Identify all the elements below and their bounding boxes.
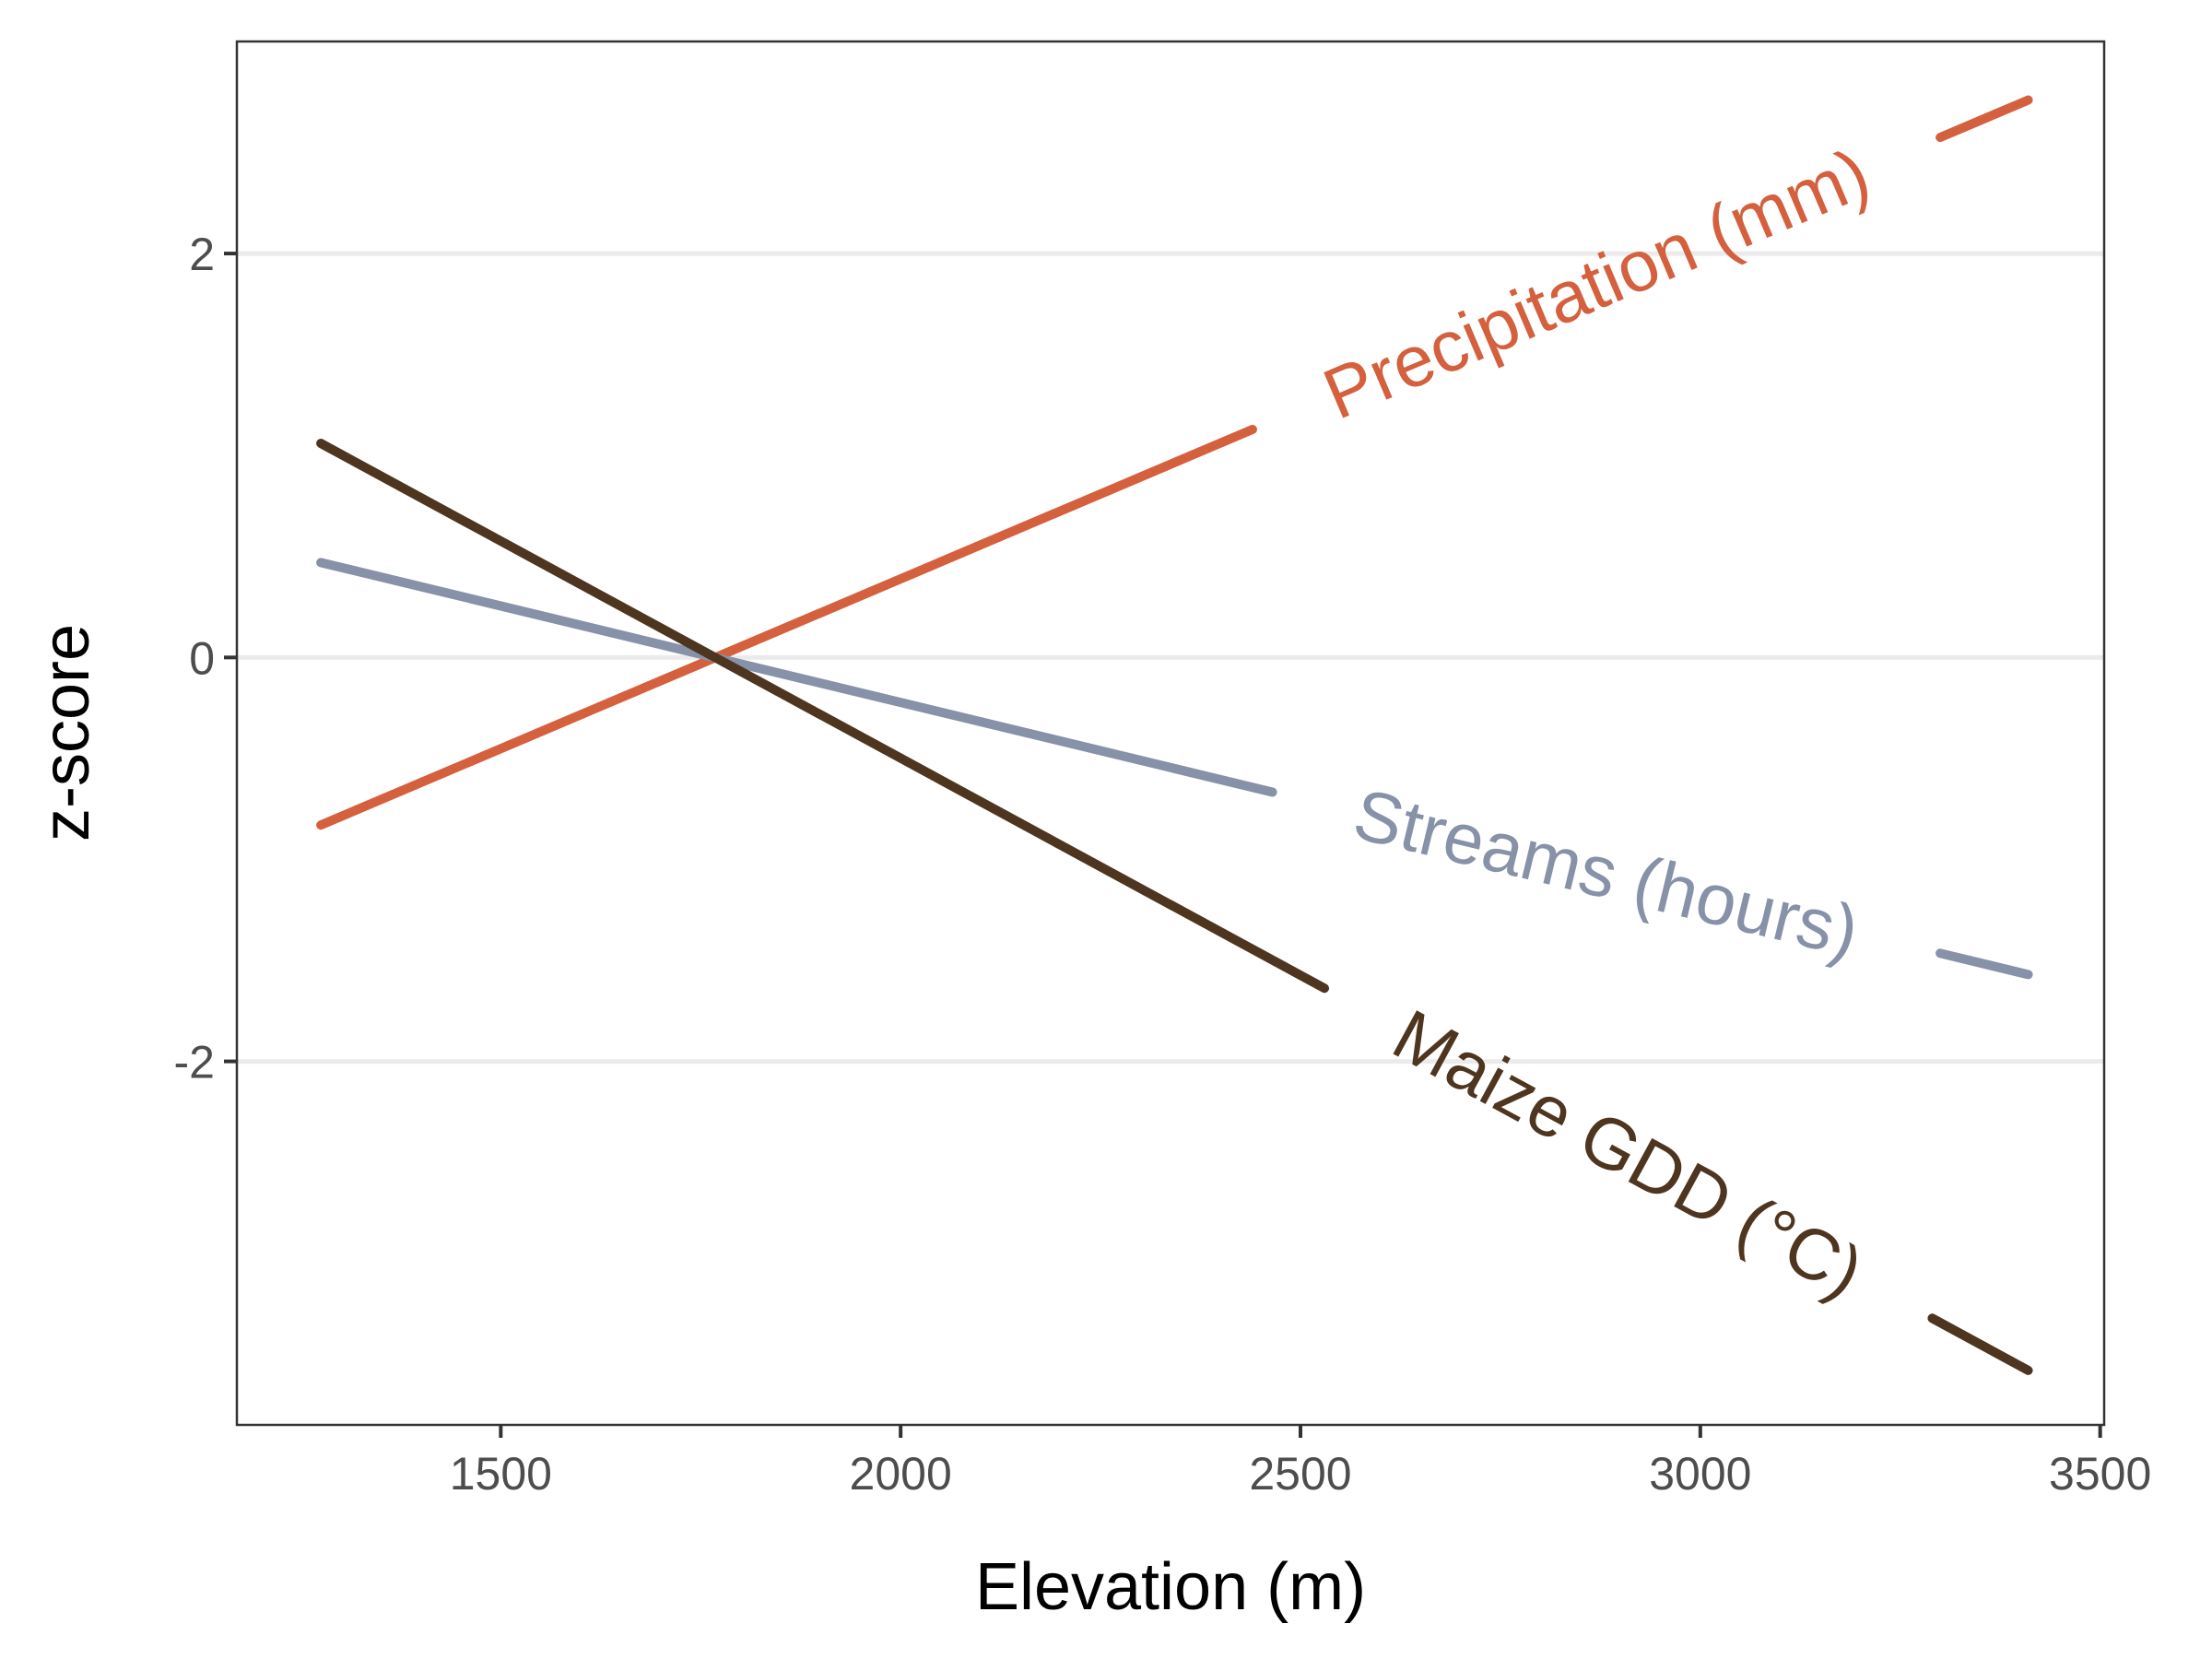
y-axis-title: z-score	[29, 624, 103, 841]
x-tick-label-4: 3500	[2049, 1448, 2151, 1500]
x-tick-label-2: 2500	[1249, 1448, 1351, 1500]
series-line-0	[316, 424, 1257, 830]
y-tick-label-0: -2	[174, 1037, 215, 1088]
series-line-1	[316, 558, 1277, 797]
gridlines	[237, 251, 2104, 1065]
x-tick-label-3: 3000	[1649, 1448, 1751, 1500]
series-line-tail-1	[1936, 948, 2033, 980]
series-line-tail-2	[1927, 1313, 2033, 1375]
y-tick-label-1: 0	[189, 632, 215, 684]
series-lines	[316, 95, 2033, 1375]
y-axis: -2 0 2	[174, 229, 237, 1088]
x-tick-label-0: 1500	[450, 1448, 552, 1500]
series-line-tail-0	[1936, 95, 2033, 143]
x-axis: 1500 2000 2500 3000 3500	[450, 1425, 2151, 1500]
plot-panel-border	[235, 40, 2106, 1427]
x-tick-label-1: 2000	[850, 1448, 952, 1500]
y-tick-label-2: 2	[189, 229, 215, 280]
x-axis-title: Elevation (m)	[975, 1550, 1366, 1624]
series-line-2	[316, 439, 1330, 994]
